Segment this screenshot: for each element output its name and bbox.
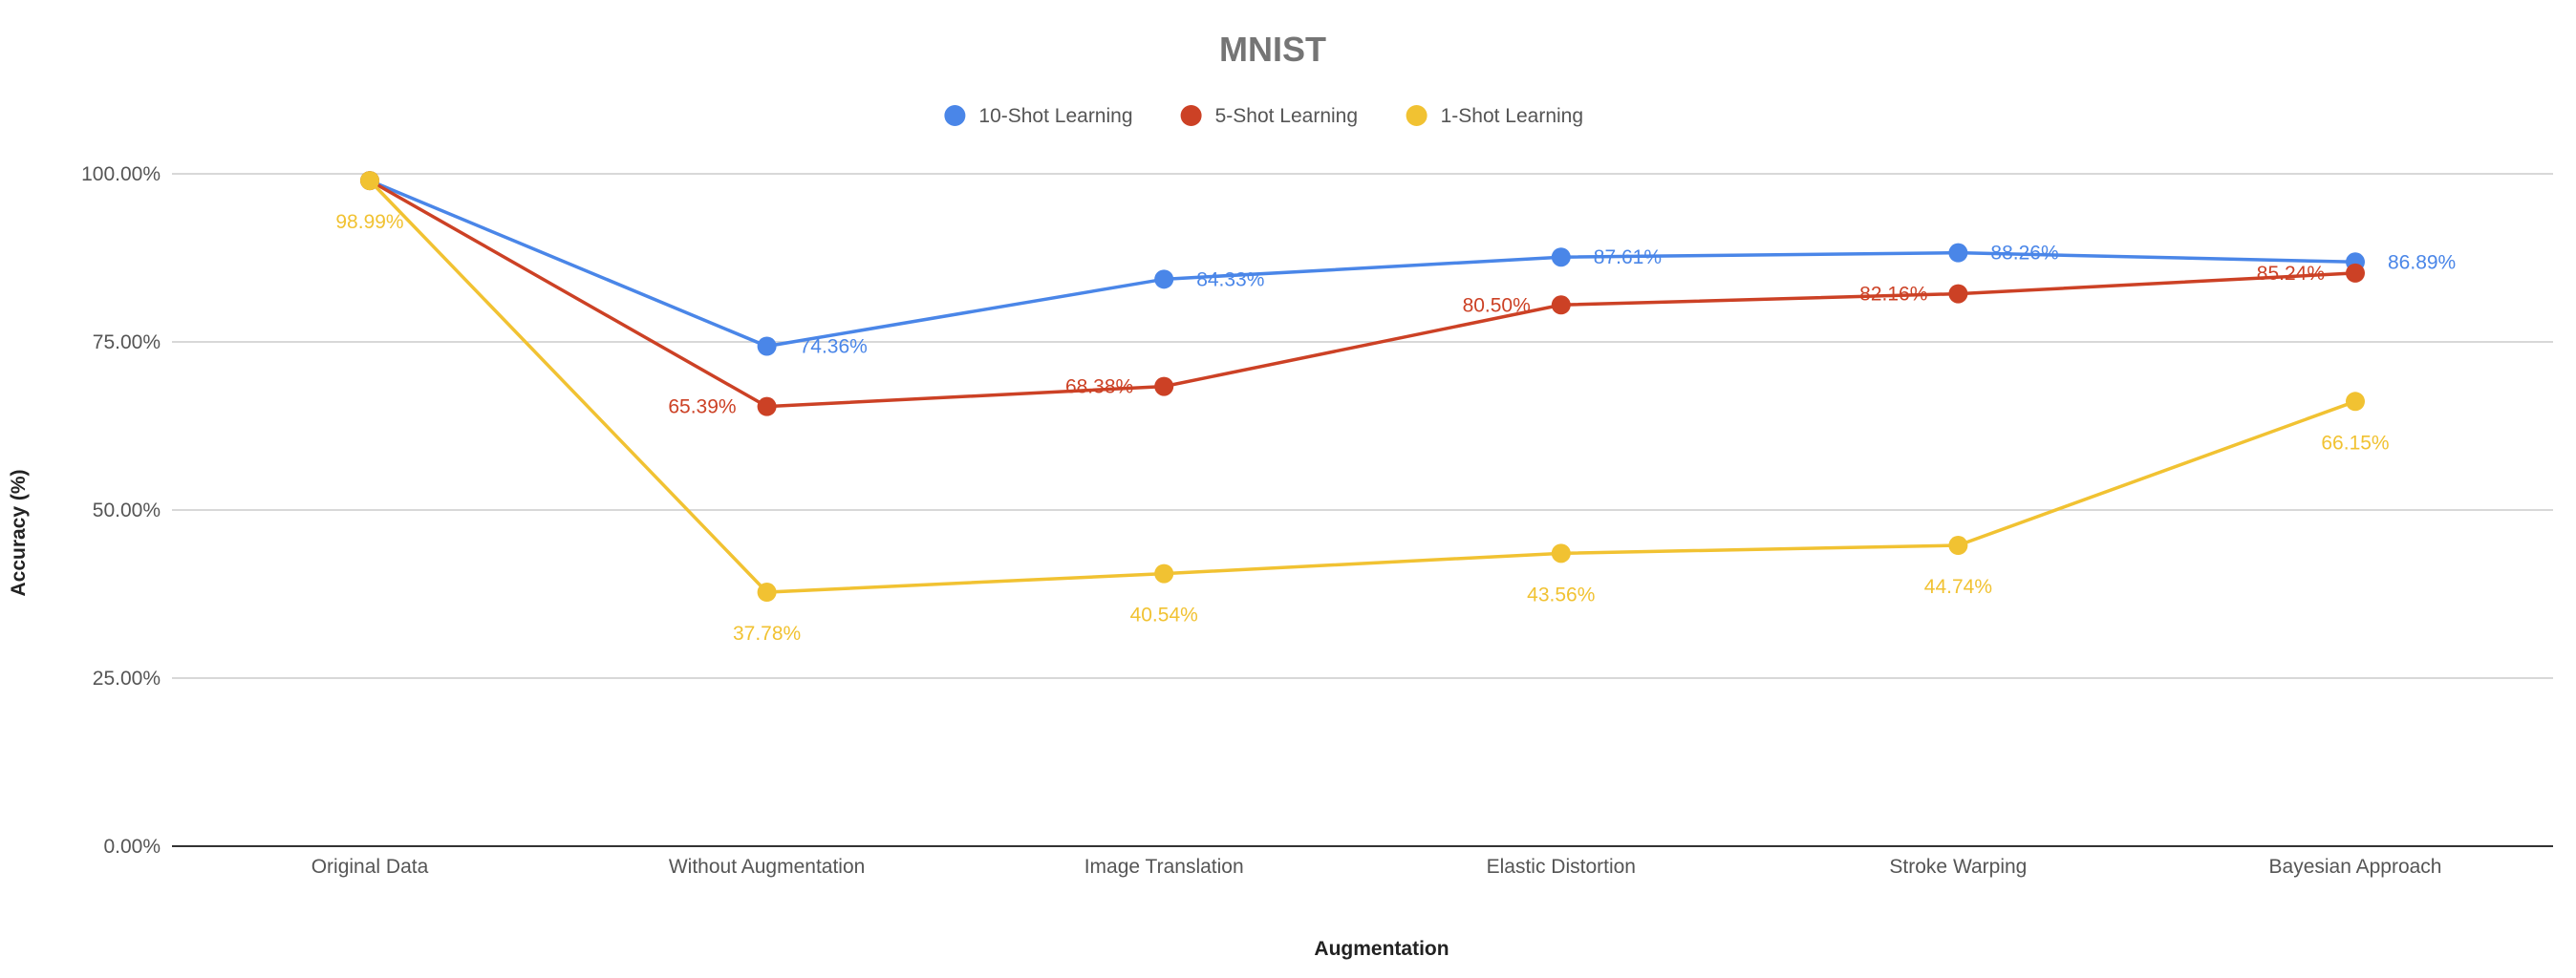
- data-point[interactable]: [1154, 376, 1174, 396]
- data-point[interactable]: [1948, 536, 1968, 556]
- legend-label: 5-Shot Learning: [1215, 105, 1358, 127]
- data-point[interactable]: [757, 583, 777, 603]
- legend-swatch: [944, 105, 966, 126]
- data-label: 80.50%: [1463, 294, 1531, 316]
- data-point[interactable]: [1948, 243, 1968, 263]
- x-axis-ticks: Original Data Without Augmentation Image T…: [311, 856, 2442, 878]
- series-group: 74.36% 84.33% 87.61% 88.26% 86.89% 65.39% 68.3…: [335, 171, 2456, 645]
- data-point[interactable]: [1154, 563, 1174, 584]
- data-point[interactable]: [757, 396, 777, 416]
- x-tick-label: Image Translation: [1084, 856, 1244, 878]
- series-line: [369, 179, 2356, 409]
- data-label: 43.56%: [1527, 584, 1595, 606]
- series-10-shot-learning: [360, 171, 2365, 356]
- data-label: 98.99%: [335, 211, 403, 233]
- y-tick-label: 50.00%: [93, 500, 161, 521]
- x-tick-label: Elastic Distortion: [1487, 856, 1636, 878]
- data-label: 88.26%: [1990, 243, 2058, 265]
- y-tick-label: 100.00%: [81, 163, 161, 185]
- legend-swatch: [1180, 105, 1202, 126]
- legend-swatch: [1406, 105, 1428, 126]
- data-label: 65.39%: [668, 396, 736, 418]
- series-1-shot-learning: [360, 171, 2365, 603]
- data-label: 68.38%: [1065, 376, 1133, 398]
- y-tick-label: 25.00%: [93, 668, 161, 690]
- legend-label: 10-Shot Learning: [978, 105, 1132, 127]
- data-label: 82.16%: [1859, 284, 1927, 306]
- chart-title: MNIST: [1219, 30, 1326, 69]
- legend-item-10-shot-learning[interactable]: 10-Shot Learning: [944, 105, 1133, 127]
- data-label: 85.24%: [2257, 263, 2325, 285]
- legend-item-5-shot-learning[interactable]: 5-Shot Learning: [1180, 105, 1358, 127]
- x-tick-label: Original Data: [311, 856, 429, 878]
- data-point[interactable]: [1154, 269, 1174, 289]
- series-line: [368, 179, 2356, 594]
- data-point[interactable]: [2346, 263, 2365, 283]
- x-tick-label: Bayesian Approach: [2269, 856, 2442, 878]
- y-axis-title: Accuracy (%): [8, 469, 30, 596]
- legend[interactable]: 10-Shot Learning 5-Shot Learning 1-Shot Le…: [944, 105, 1583, 127]
- data-point[interactable]: [1551, 543, 1571, 563]
- data-point[interactable]: [360, 171, 379, 191]
- data-label: 74.36%: [800, 336, 868, 358]
- legend-item-1-shot-learning[interactable]: 1-Shot Learning: [1406, 105, 1583, 127]
- data-point[interactable]: [1551, 247, 1571, 267]
- series-5-shot-learning: [360, 171, 2365, 416]
- data-point[interactable]: [757, 336, 777, 356]
- legend-label: 1-Shot Learning: [1441, 105, 1583, 127]
- data-point[interactable]: [1551, 295, 1571, 315]
- data-point[interactable]: [1948, 284, 1968, 304]
- data-label: 66.15%: [2321, 432, 2389, 454]
- y-tick-label: 75.00%: [93, 331, 161, 353]
- x-tick-label: Without Augmentation: [669, 856, 865, 878]
- y-axis-ticks: 0.00% 25.00% 50.00% 75.00% 100.00%: [81, 163, 161, 858]
- y-tick-label: 0.00%: [103, 836, 161, 858]
- data-label: 84.33%: [1196, 268, 1264, 290]
- data-label: 87.61%: [1594, 246, 1662, 268]
- x-tick-label: Stroke Warping: [1889, 856, 2027, 878]
- gridlines: [172, 173, 2553, 847]
- data-label: 37.78%: [733, 623, 801, 645]
- data-label: 86.89%: [2388, 251, 2456, 273]
- data-label: 40.54%: [1130, 605, 1198, 627]
- series-line: [369, 179, 2356, 349]
- data-label: 44.74%: [1924, 576, 1992, 598]
- data-point[interactable]: [2346, 392, 2365, 412]
- x-axis-title: Augmentation: [1314, 938, 1449, 960]
